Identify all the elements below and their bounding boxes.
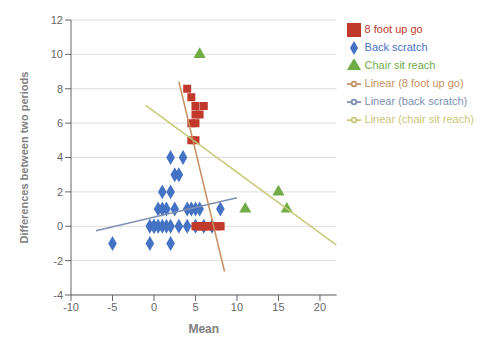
svg-text:5: 5 [192,301,198,313]
svg-text:15: 15 [272,301,284,313]
html-text:Linear (8 foot up go): Linear (8 foot up go) [364,77,464,89]
svg-text:Differences between two period: Differences between two periods [18,72,30,244]
svg-text:10: 10 [231,301,243,313]
svg-text:-5: -5 [108,301,118,313]
svg-text:0: 0 [151,301,157,313]
html-text:Linear (chair sit reach): Linear (chair sit reach) [364,113,474,125]
svg-text:12: 12 [51,14,63,26]
svg-text:2: 2 [57,186,63,198]
svg-text:Mean: Mean [188,322,219,336]
svg-text:8: 8 [57,83,63,95]
html-text:Back scratch: Back scratch [364,41,428,53]
svg-text:-2: -2 [53,255,63,267]
svg-text:-4: -4 [53,289,63,301]
html-text:8 foot up go: 8 foot up go [364,23,423,35]
svg-text:20: 20 [314,301,326,313]
svg-text:4: 4 [57,151,63,163]
svg-text:0: 0 [57,220,63,232]
svg-text:6: 6 [57,117,63,129]
html-text:Linear (back scratch): Linear (back scratch) [364,95,468,107]
svg-text:-10: -10 [63,301,79,313]
svg-text:10: 10 [51,48,63,60]
html-text:Chair sit reach: Chair sit reach [364,59,436,71]
